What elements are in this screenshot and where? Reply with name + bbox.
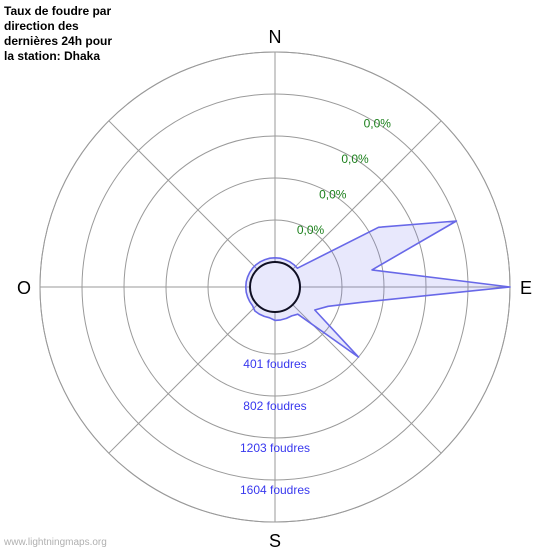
ring-label-green: 0,0% xyxy=(341,152,369,166)
cardinal-E: E xyxy=(520,278,532,298)
series-layer xyxy=(246,221,510,357)
cardinal-N: N xyxy=(269,27,282,47)
ring-label-blue: 1203 foudres xyxy=(240,441,310,455)
ring-label-blue: 802 foudres xyxy=(243,399,306,413)
ring-label-green: 0,0% xyxy=(319,188,347,202)
ring-label-blue: 401 foudres xyxy=(243,357,306,371)
ring-label-blue: 1604 foudres xyxy=(240,483,310,497)
ring-label-green: 0,0% xyxy=(297,223,325,237)
footer-text: www.lightningmaps.org xyxy=(4,537,107,548)
cardinal-S: S xyxy=(269,531,281,550)
polar-chart: 0,0% 0,0% 0,0% 0,0% 401 foudres 802 foudres 12… xyxy=(0,0,550,550)
ring-label-green: 0,0% xyxy=(364,116,392,130)
cardinal-W: O xyxy=(17,278,31,298)
